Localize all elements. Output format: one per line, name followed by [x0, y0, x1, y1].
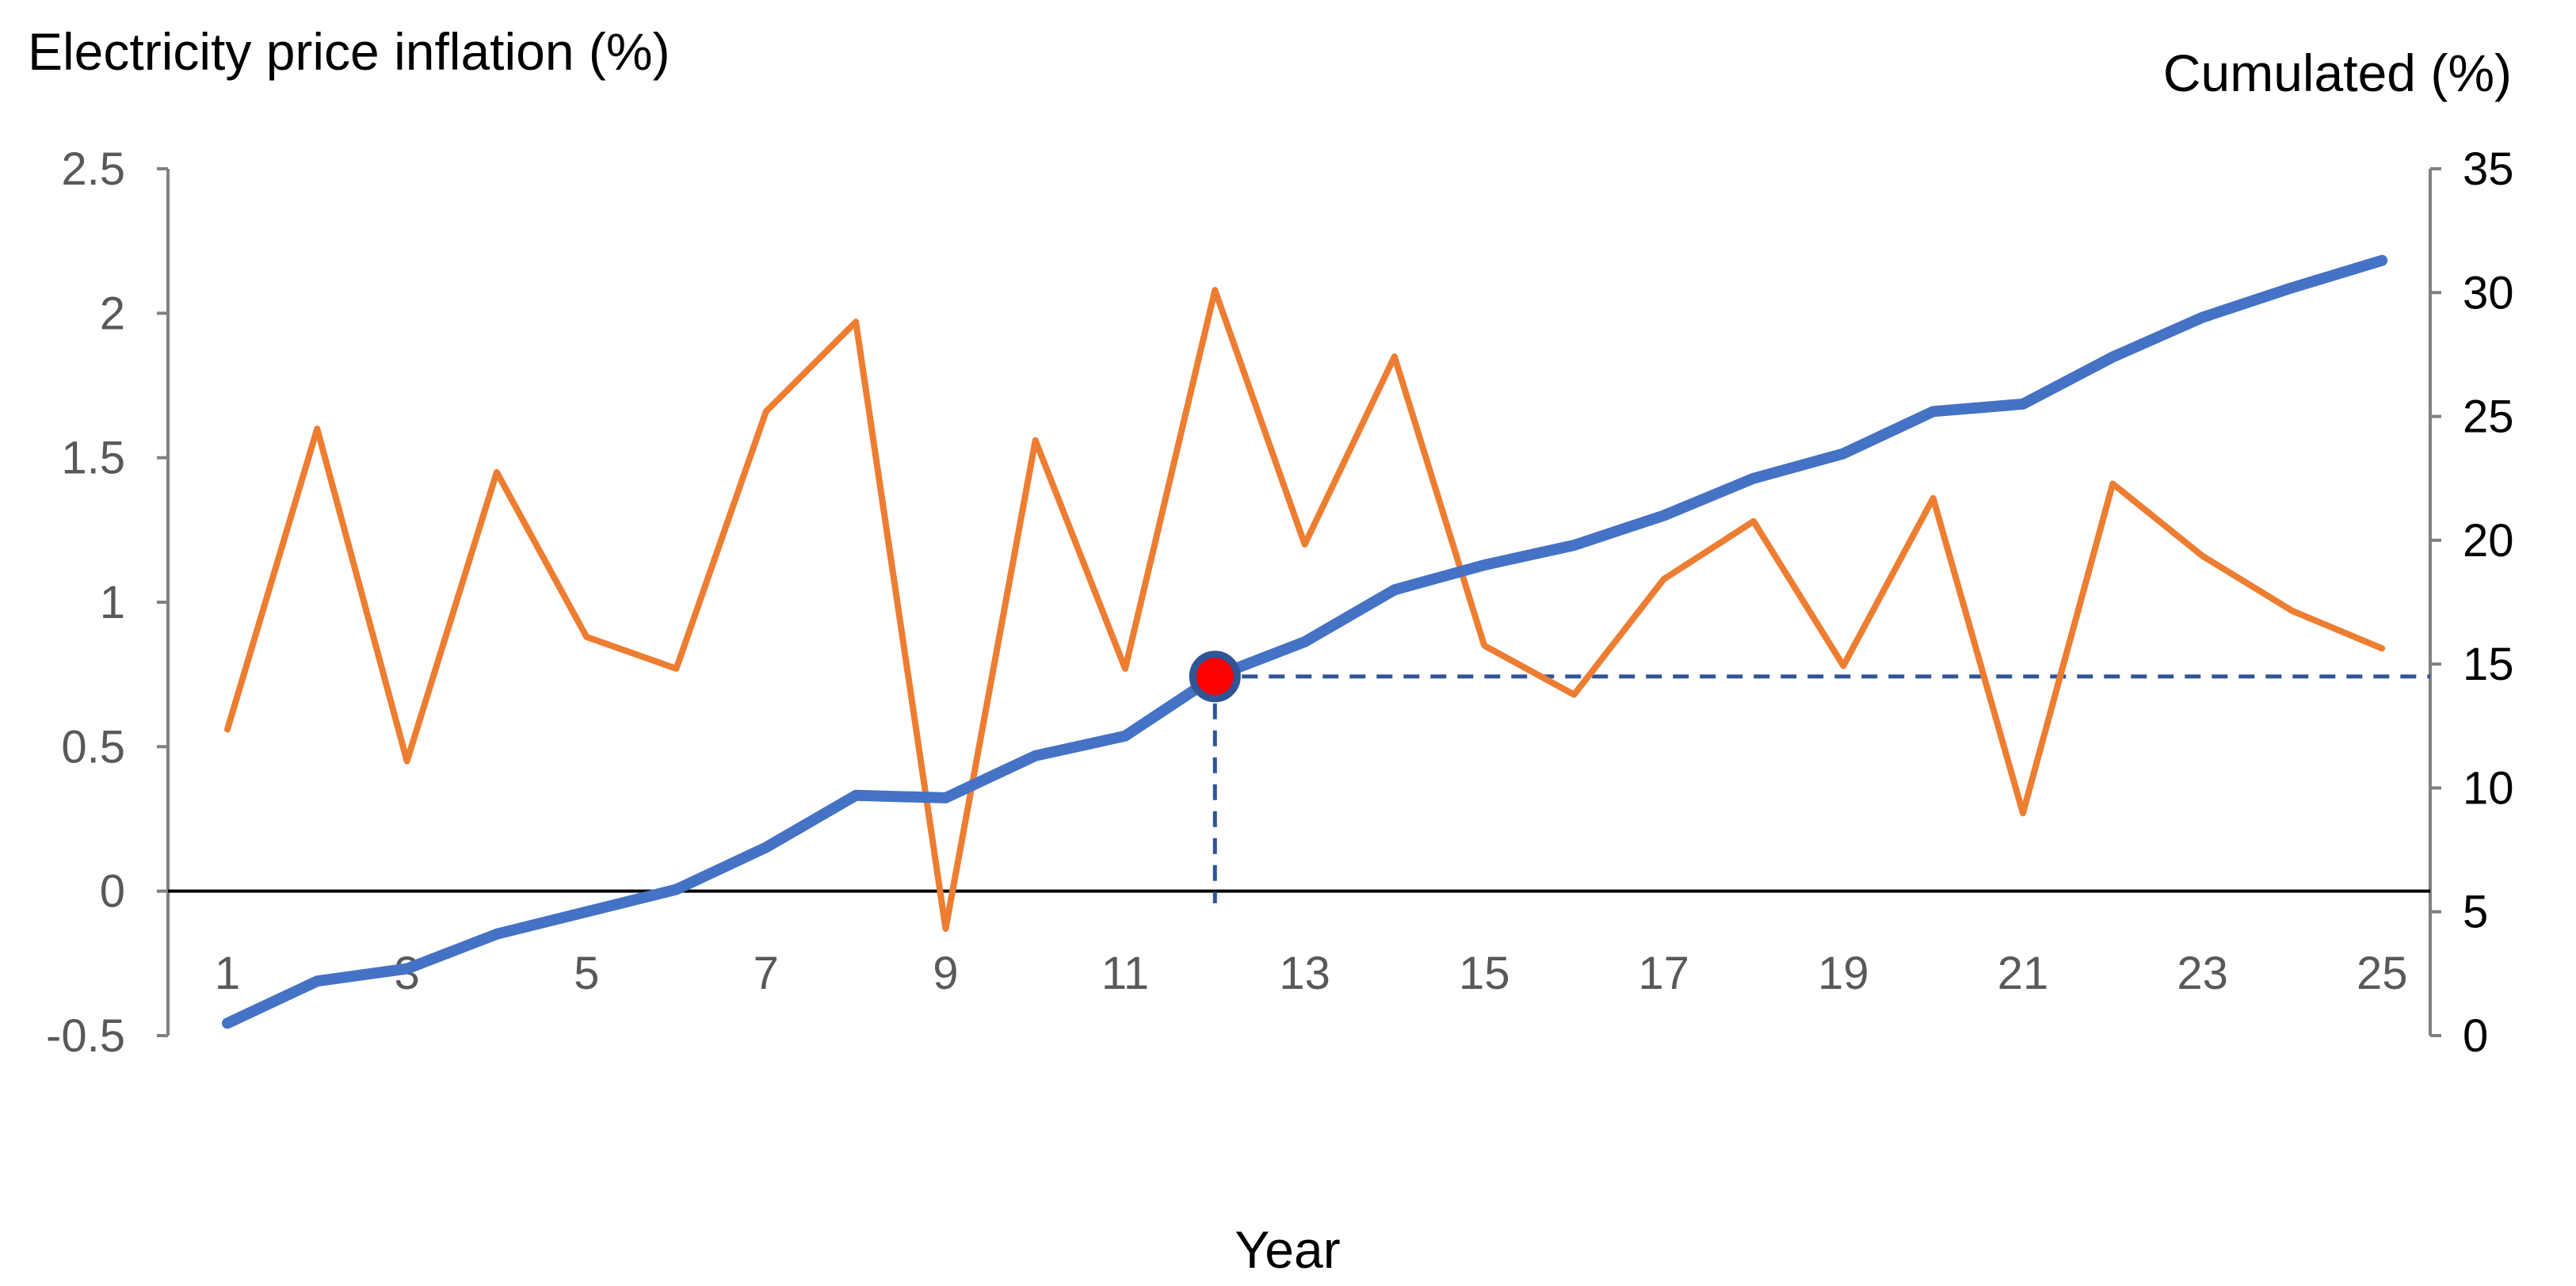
right-axis-tick-label: 10: [2463, 762, 2514, 814]
x-axis-tick-label: 21: [1998, 948, 2049, 999]
x-axis-tick-label: 15: [1459, 948, 1510, 999]
x-axis-tick-label: 17: [1639, 948, 1690, 999]
left-axis-tick-label: 0: [100, 866, 125, 918]
x-axis-tick-label: 9: [933, 948, 958, 999]
right-axis-tick-label: 30: [2463, 267, 2514, 319]
right-axis-title: Cumulated (%): [2163, 44, 2512, 102]
right-axis-tick-label: 35: [2463, 143, 2514, 195]
left-axis-tick-label: 2: [100, 288, 125, 339]
x-axis-tick-label: 1: [215, 948, 240, 999]
x-axis-tick-label: 25: [2357, 948, 2408, 999]
right-axis-tick-label: 20: [2463, 515, 2514, 567]
cumulated-series-line: [222, 254, 2388, 1029]
highlight-marker: [1189, 651, 1241, 703]
left-axis-tick-label: 2.5: [61, 143, 125, 195]
right-axis-tick-label: 25: [2463, 391, 2514, 443]
inflation-series-line: [224, 287, 2386, 933]
right-axis-tick-label: 0: [2463, 1010, 2488, 1062]
left-axis-tick-label: 0.5: [61, 721, 125, 773]
right-axis-tick-label: 5: [2463, 887, 2488, 938]
x-axis-tick-label: 13: [1279, 948, 1330, 999]
x-axis-title: Year: [1235, 1220, 1340, 1279]
left-axis-title: Electricity price inflation (%): [28, 22, 670, 81]
right-axis-tick-label: 15: [2463, 639, 2514, 690]
x-axis-tick-label: 7: [754, 948, 779, 999]
left-axis-tick-label: 1.5: [61, 433, 125, 484]
x-axis-tick-label: 11: [1101, 948, 1149, 999]
x-axis-tick-label: 19: [1818, 948, 1869, 999]
left-axis-tick-label: 1: [100, 577, 125, 628]
x-axis-tick-label: 5: [574, 948, 599, 999]
x-axis-tick-label: 23: [2177, 948, 2228, 999]
left-axis-tick-label: -0.5: [46, 1010, 125, 1062]
